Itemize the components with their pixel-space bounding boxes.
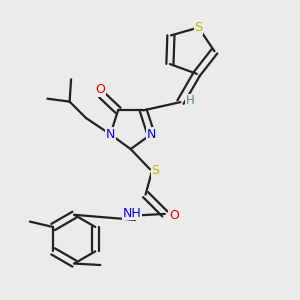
Text: O: O [169, 209, 179, 222]
Text: S: S [151, 164, 159, 177]
Text: N: N [106, 128, 115, 141]
Text: H: H [186, 94, 194, 107]
Text: O: O [95, 83, 105, 96]
Text: S: S [194, 21, 202, 34]
Text: NH: NH [123, 206, 142, 220]
Text: N: N [146, 128, 156, 141]
